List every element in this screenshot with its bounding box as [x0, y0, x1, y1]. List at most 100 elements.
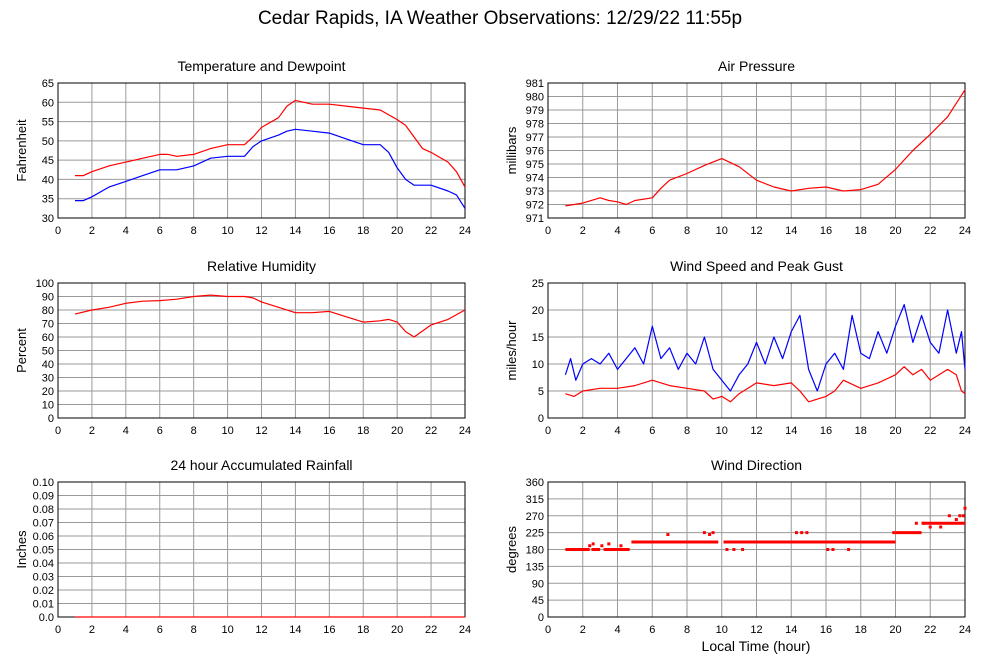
x-tick-label: 6 [157, 425, 163, 437]
y-axis-label: miles/hour [504, 320, 519, 381]
y-tick-label: 0.05 [33, 545, 54, 557]
direction-point [588, 544, 592, 548]
direction-point [928, 525, 932, 529]
x-tick-label: 12 [255, 225, 267, 237]
x-tick-label: 14 [785, 225, 797, 237]
y-tick-label: 45 [42, 155, 54, 167]
x-tick-label: 0 [55, 225, 61, 237]
x-tick-label: 22 [924, 624, 936, 636]
x-tick-label: 0 [545, 425, 551, 437]
x-tick-label: 6 [649, 225, 655, 237]
y-tick-label: 50 [42, 346, 54, 358]
direction-point [963, 506, 967, 510]
y-axis-label: degrees [504, 526, 519, 573]
x-tick-label: 2 [580, 624, 586, 636]
direction-point [892, 531, 896, 535]
x-tick-label: 20 [889, 425, 901, 437]
x-tick-label: 2 [580, 225, 586, 237]
direction-point [619, 544, 623, 548]
x-tick-label: 8 [191, 624, 197, 636]
x-tick-label: 16 [323, 225, 335, 237]
x-tick-label: 20 [889, 624, 901, 636]
y-tick-label: 50 [42, 136, 54, 148]
x-tick-label: 10 [221, 425, 233, 437]
chart-title: Wind Direction [711, 457, 802, 473]
x-tick-label: 4 [614, 225, 620, 237]
x-tick-label: 12 [750, 225, 762, 237]
y-tick-label: 315 [526, 494, 544, 506]
x-tick-label: 12 [255, 425, 267, 437]
y-tick-label: 0.04 [33, 558, 54, 570]
chart-rainfall: 24 hour Accumulated Rainfall0.00.010.020… [14, 457, 471, 636]
y-tick-label: 979 [526, 105, 544, 117]
y-tick-label: 15 [532, 332, 544, 344]
y-tick-label: 40 [42, 174, 54, 186]
x-tick-label: 10 [716, 425, 728, 437]
y-tick-label: 80 [42, 305, 54, 317]
y-tick-label: 0.0 [39, 612, 54, 624]
x-tick-label: 22 [924, 225, 936, 237]
chart-title: Wind Speed and Peak Gust [670, 258, 843, 274]
x-tick-label: 24 [959, 425, 971, 437]
x-tick-label: 16 [323, 425, 335, 437]
x-tick-label: 4 [123, 225, 129, 237]
y-tick-label: 25 [532, 278, 544, 290]
x-axis-title: Local Time (hour) [702, 638, 811, 654]
plot-frame [57, 82, 466, 219]
plot-frame [547, 481, 966, 618]
direction-point [725, 548, 729, 551]
y-tick-label: 981 [526, 78, 544, 90]
y-tick-label: 975 [526, 159, 544, 171]
x-tick-label: 4 [123, 624, 129, 636]
series-line-0 [75, 99, 466, 188]
direction-point [939, 525, 943, 529]
chart-temperature: Temperature and Dewpoint3035404550556065… [14, 58, 471, 237]
x-tick-label: 2 [89, 624, 95, 636]
y-tick-label: 974 [526, 173, 544, 185]
chart-title: Temperature and Dewpoint [177, 58, 345, 74]
x-tick-label: 12 [255, 624, 267, 636]
x-tick-label: 8 [684, 425, 690, 437]
y-tick-label: 972 [526, 200, 544, 212]
direction-point [921, 521, 925, 525]
y-tick-label: 60 [42, 97, 54, 109]
plot-frame [547, 82, 966, 219]
y-tick-label: 40 [42, 359, 54, 371]
x-tick-label: 18 [357, 624, 369, 636]
x-tick-label: 22 [425, 425, 437, 437]
y-tick-label: 270 [526, 511, 544, 523]
x-tick-label: 0 [545, 624, 551, 636]
x-tick-label: 24 [959, 225, 971, 237]
y-tick-label: 45 [532, 595, 544, 607]
y-tick-label: 360 [526, 477, 544, 489]
direction-point [794, 531, 798, 535]
direction-point [666, 533, 670, 536]
x-tick-label: 12 [750, 624, 762, 636]
x-tick-label: 14 [785, 425, 797, 437]
x-tick-label: 2 [89, 425, 95, 437]
y-tick-label: 10 [42, 400, 54, 412]
x-tick-label: 24 [959, 624, 971, 636]
y-tick-label: 0.01 [33, 599, 54, 611]
y-tick-label: 0.09 [33, 491, 54, 503]
x-tick-label: 14 [289, 624, 301, 636]
y-axis-label: Inches [14, 530, 29, 569]
y-tick-label: 20 [532, 305, 544, 317]
y-axis-label: Fahrenheit [14, 119, 29, 182]
y-tick-label: 225 [526, 528, 544, 540]
y-tick-label: 20 [42, 386, 54, 398]
direction-point [826, 548, 830, 551]
x-tick-label: 6 [649, 425, 655, 437]
direction-point [805, 531, 809, 535]
x-tick-label: 10 [716, 225, 728, 237]
direction-point [702, 531, 706, 535]
plot-frame [547, 282, 966, 419]
series-line-0 [74, 294, 466, 338]
x-tick-label: 10 [221, 624, 233, 636]
direction-point [958, 514, 962, 518]
direction-point [800, 531, 804, 535]
y-tick-label: 0.08 [33, 504, 54, 516]
x-tick-label: 20 [391, 225, 403, 237]
y-tick-label: 70 [42, 319, 54, 331]
